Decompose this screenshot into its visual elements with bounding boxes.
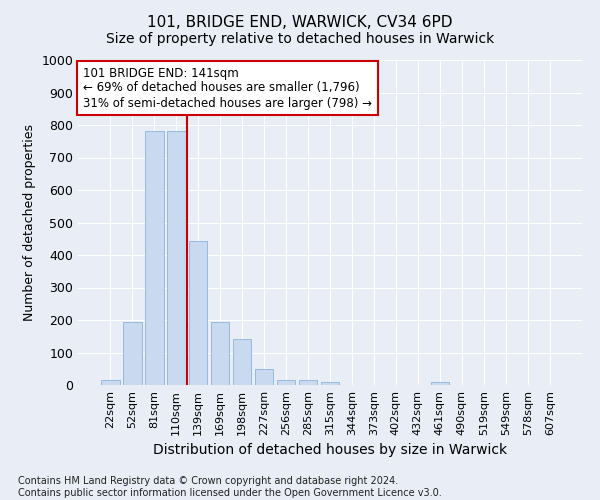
Bar [211,322,229,385]
Text: Size of property relative to detached houses in Warwick: Size of property relative to detached ho… [106,32,494,46]
Bar [167,130,185,385]
X-axis label: Distribution of detached houses by size in Warwick: Distribution of detached houses by size … [153,444,507,458]
Bar [431,382,449,385]
Bar [277,380,295,385]
Bar [101,380,119,385]
Bar [299,380,317,385]
Bar [255,369,274,385]
Y-axis label: Number of detached properties: Number of detached properties [23,124,36,321]
Text: Contains HM Land Registry data © Crown copyright and database right 2024.
Contai: Contains HM Land Registry data © Crown c… [18,476,442,498]
Bar [189,241,208,385]
Text: 101, BRIDGE END, WARWICK, CV34 6PD: 101, BRIDGE END, WARWICK, CV34 6PD [147,15,453,30]
Bar [320,382,340,385]
Text: 101 BRIDGE END: 141sqm
← 69% of detached houses are smaller (1,796)
31% of semi-: 101 BRIDGE END: 141sqm ← 69% of detached… [83,66,372,110]
Bar [123,322,142,385]
Bar [233,338,251,385]
Bar [145,130,164,385]
